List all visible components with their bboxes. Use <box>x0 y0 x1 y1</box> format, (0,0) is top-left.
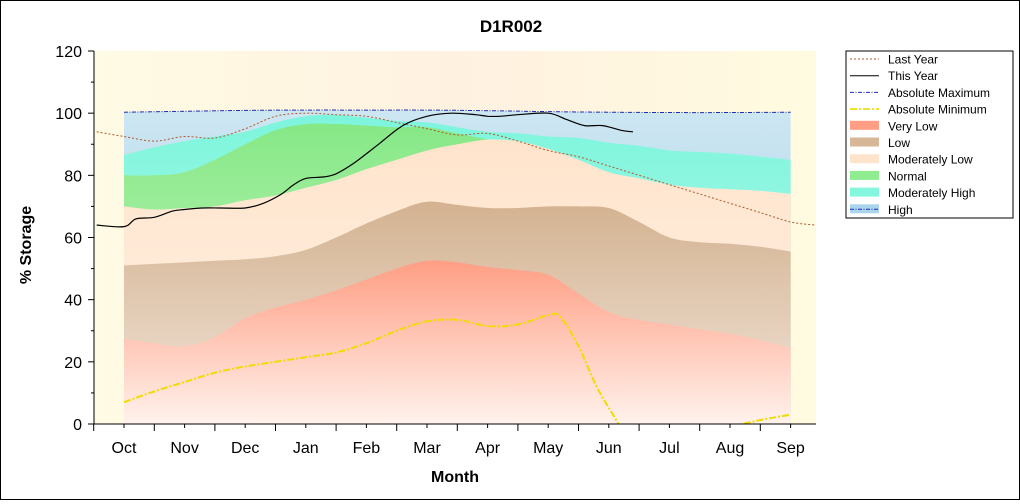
axes: 0 20 40 60 80 100 120 Oct Nov Dec Jan Feb Mar Apr May J… <box>55 44 816 457</box>
legend-item-absolute-maximum: Absolute Maximum <box>850 86 990 100</box>
y-tick-label: 40 <box>64 293 82 310</box>
legend-item-absolute-minimum: Absolute Minimum <box>850 103 987 117</box>
legend: Last Year This Year Absolute Maximum Absolu… <box>845 50 1014 219</box>
legend-swatch <box>850 120 879 130</box>
legend-label: Absolute Maximum <box>888 86 990 100</box>
series-this-year <box>96 112 634 228</box>
x-tick-label: Mar <box>413 440 441 457</box>
legend-label: Moderately High <box>888 186 975 200</box>
x-tick-label: Aug <box>716 440 744 457</box>
x-tick-label: Feb <box>353 440 381 457</box>
y-axis-label: % Storage <box>18 206 35 284</box>
series-absolute-minimum <box>123 312 620 424</box>
legend-item-low: Low <box>850 136 910 150</box>
legend-item-normal: Normal <box>850 169 927 183</box>
x-tick-label: May <box>533 440 563 457</box>
y-tick-label: 20 <box>64 355 82 372</box>
x-tick-label: Sep <box>776 440 805 457</box>
legend-label: Normal <box>888 169 927 183</box>
legend-label: Moderately Low <box>888 153 973 167</box>
legend-label: This Year <box>888 69 938 83</box>
y-tick-label: 80 <box>64 168 82 185</box>
range-bands <box>124 110 791 424</box>
x-tick-label: Apr <box>475 440 501 457</box>
legend-label: Absolute Minimum <box>888 103 987 117</box>
legend-label: Last Year <box>888 53 938 67</box>
legend-label: High <box>888 203 913 217</box>
legend-swatch <box>850 170 879 180</box>
band-very-low <box>124 260 791 424</box>
legend-swatch <box>850 154 879 164</box>
x-tick-label: Dec <box>231 440 259 457</box>
legend-item-last-year: Last Year <box>850 53 938 67</box>
legend-label: Low <box>888 136 910 150</box>
series-absolute-minimum-tail <box>737 413 791 424</box>
legend-item-high: High <box>850 203 913 217</box>
series-absolute-maximum <box>123 109 791 114</box>
x-tick-label: Jul <box>659 440 679 457</box>
series-lines <box>96 109 815 424</box>
y-tick-label: 120 <box>55 44 82 61</box>
x-tick-label: Jan <box>293 440 319 457</box>
x-tick-label: Jun <box>596 440 622 457</box>
legend-swatch <box>850 137 879 147</box>
legend-item-this-year: This Year <box>850 69 938 83</box>
x-axis-label: Month <box>431 469 479 486</box>
legend-swatch <box>850 187 879 197</box>
x-tick-label: Nov <box>170 440 198 457</box>
legend-label: Very Low <box>888 119 938 133</box>
y-tick-label: 100 <box>55 106 82 123</box>
x-tick-label: Oct <box>112 440 137 457</box>
y-tick-label: 0 <box>73 417 82 434</box>
y-tick-label: 60 <box>64 231 82 248</box>
legend-item-moderately-low: Moderately Low <box>850 153 973 167</box>
legend-item-very-low: Very Low <box>850 119 938 133</box>
chart-title: D1R002 <box>480 17 542 36</box>
legend-item-moderately-high: Moderately High <box>850 186 975 200</box>
